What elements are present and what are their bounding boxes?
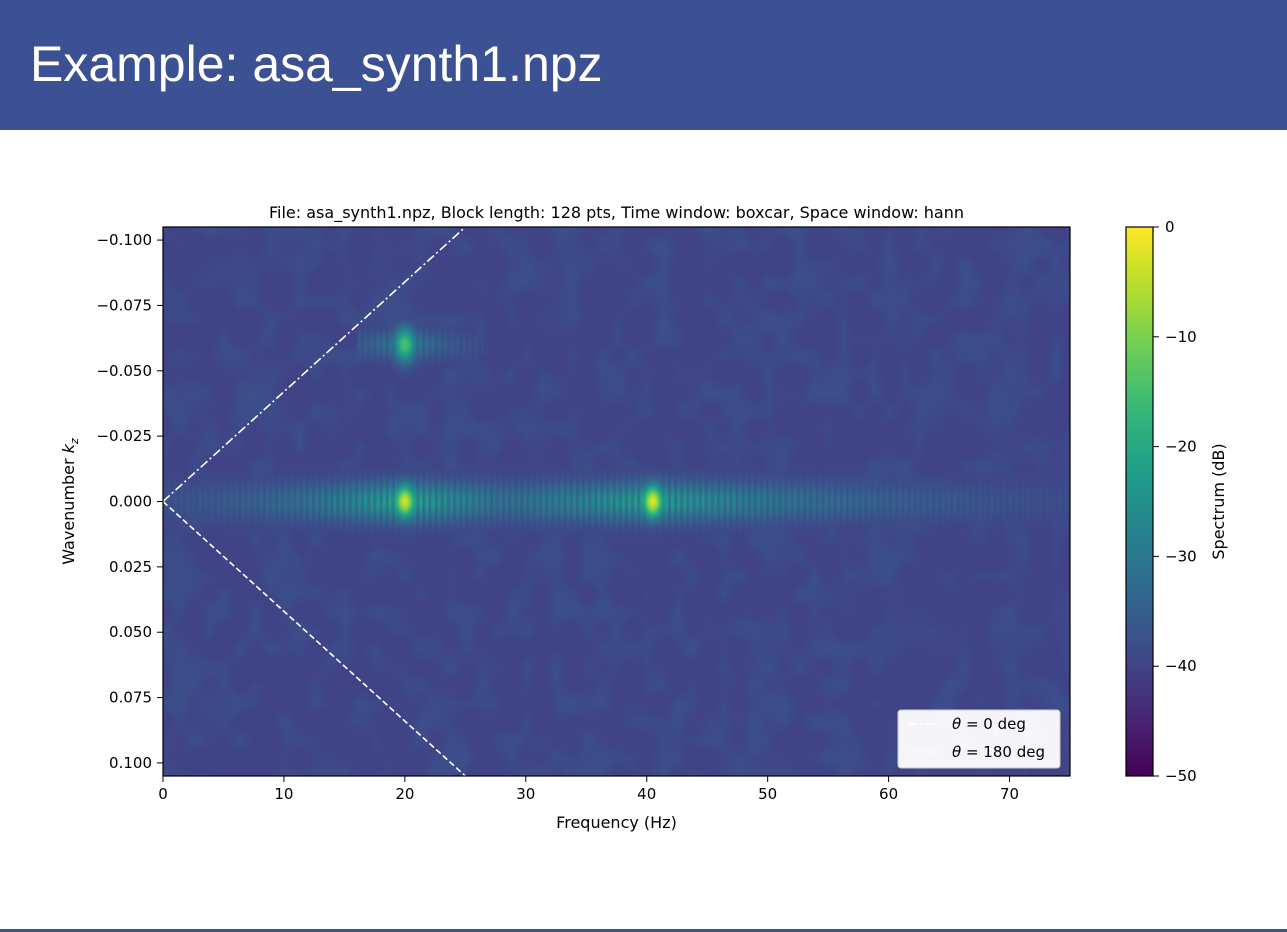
- colorbar-label: Spectrum (dB): [1209, 443, 1228, 559]
- colorbar: [1125, 226, 1154, 777]
- slide-title: Example: asa_synth1.npz: [30, 36, 603, 92]
- colorbar-tick-label: −30: [1165, 547, 1197, 565]
- y-tick-label: 0.050: [109, 623, 152, 641]
- colorbar-tick-label: −10: [1165, 328, 1197, 346]
- footer-divider: [0, 929, 1287, 932]
- legend-box: [897, 709, 1061, 769]
- x-tick-label: 50: [758, 785, 777, 803]
- colorbar-tick-label: −40: [1165, 657, 1197, 675]
- y-tick-label: 0.000: [109, 493, 152, 511]
- colorbar-tick-label: −50: [1165, 767, 1197, 785]
- slide-header: Example: asa_synth1.npz: [0, 0, 1287, 130]
- x-tick-label: 60: [879, 785, 898, 803]
- x-tick-label: 70: [1000, 785, 1019, 803]
- y-tick-label: −0.050: [96, 362, 152, 380]
- y-tick-label: 0.075: [109, 689, 152, 707]
- spectrum-heatmap: [163, 227, 1070, 776]
- x-tick-label: 40: [637, 785, 656, 803]
- y-tick-label: −0.075: [96, 296, 152, 314]
- chart-title: File: asa_synth1.npz, Block length: 128 …: [269, 203, 964, 223]
- colorbar-tick-label: −20: [1165, 438, 1197, 456]
- y-tick-label: 0.025: [109, 558, 152, 576]
- x-tick-label: 0: [158, 785, 168, 803]
- theta-0-line: [162, 226, 466, 503]
- theta-180-line: [162, 500, 466, 777]
- legend-entry: θ = 180 deg: [952, 743, 1045, 761]
- x-tick-label: 30: [516, 785, 535, 803]
- x-tick-label: 20: [395, 785, 414, 803]
- x-axis-label: Frequency (Hz): [556, 813, 677, 832]
- y-tick-label: −0.100: [96, 231, 152, 249]
- legend-entry: θ = 0 deg: [952, 715, 1026, 733]
- y-tick-label: 0.100: [109, 754, 152, 772]
- y-tick-label: −0.025: [96, 427, 152, 445]
- x-tick-label: 10: [274, 785, 293, 803]
- y-axis-label: Wavenumber kz: [59, 438, 81, 565]
- colorbar-tick-label: 0: [1165, 218, 1175, 236]
